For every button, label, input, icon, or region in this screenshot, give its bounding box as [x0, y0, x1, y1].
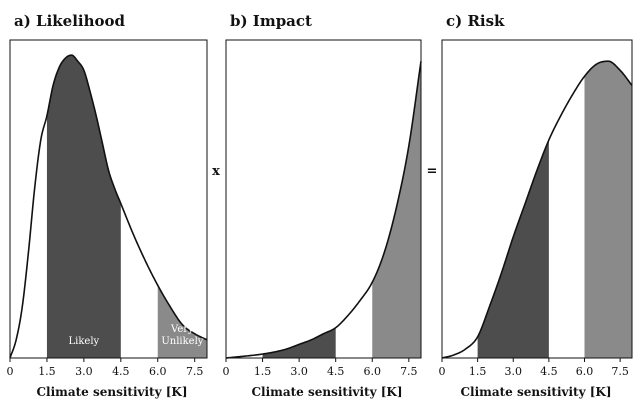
- x-axis-label-likelihood: Climate sensitivity [K]: [36, 385, 187, 399]
- x-tick-label-likelihood-0: 0: [7, 365, 14, 378]
- plot-frame-likelihood: [9, 39, 208, 359]
- panel-impact: b) Impact 0 1.5 3.0 4.5 6.0 7.5 Climate sensi…: [223, 12, 422, 399]
- x-axis-label-risk: Climate sensitivity [K]: [460, 385, 611, 399]
- x-tick-label-risk-4: 6.0: [576, 365, 594, 378]
- x-tick-label-risk-2: 3.0: [505, 365, 523, 378]
- x-tick-label-impact-4: 6.0: [364, 365, 382, 378]
- x-tick-label-risk-3: 4.5: [540, 365, 558, 378]
- x-tick-label-likelihood-5: 7.5: [186, 365, 204, 378]
- shaded-region-impact-0: [262, 327, 336, 358]
- x-tick-label-risk-0: 0: [439, 365, 446, 378]
- plot-frame-risk: [441, 39, 633, 359]
- x-axis-label-impact: Climate sensitivity [K]: [251, 385, 402, 399]
- x-tick-label-impact-5: 7.5: [400, 365, 418, 378]
- x-tick-label-impact-0: 0: [223, 365, 230, 378]
- shaded-region-likelihood-1: [157, 285, 207, 358]
- panel-title-impact: b) Impact: [230, 12, 312, 30]
- equals-operator: =: [427, 164, 438, 179]
- x-tick-label-likelihood-3: 4.5: [112, 365, 130, 378]
- x-tick-label-likelihood-2: 3.0: [75, 365, 93, 378]
- shaded-region-risk-1: [584, 61, 632, 358]
- x-tick-label-risk-5: 7.5: [611, 365, 629, 378]
- panel-likelihood: a) Likelihood 0 1.5 3.0 4.5 6.0 7.5 Likely Very…: [7, 12, 208, 399]
- multiply-operator: x: [212, 164, 220, 179]
- x-tick-label-impact-3: 4.5: [327, 365, 345, 378]
- shaded-region-likelihood-0: [46, 55, 121, 359]
- panel-risk: c) Risk 0 1.5 3.0 4.5 6.0 7.5 Climate sensiti…: [439, 12, 633, 399]
- region-label-likelihood-0: Likely: [69, 336, 100, 347]
- region-label-likelihood-1: Very Unlikely: [161, 324, 203, 347]
- panel-title-likelihood: a) Likelihood: [14, 12, 126, 30]
- x-tick-label-impact-1: 1.5: [254, 365, 272, 378]
- shaded-region-risk-0: [477, 139, 549, 358]
- curve-impact: [225, 61, 422, 359]
- panel-title-risk: c) Risk: [446, 12, 505, 30]
- curve-risk: [441, 60, 633, 359]
- x-tick-label-likelihood-4: 6.0: [149, 365, 167, 378]
- curve-likelihood: [9, 54, 208, 359]
- plot-frame-impact: [225, 39, 422, 359]
- x-tick-label-likelihood-1: 1.5: [38, 365, 56, 378]
- x-tick-label-risk-1: 1.5: [469, 365, 487, 378]
- x-tick-label-impact-2: 3.0: [290, 365, 308, 378]
